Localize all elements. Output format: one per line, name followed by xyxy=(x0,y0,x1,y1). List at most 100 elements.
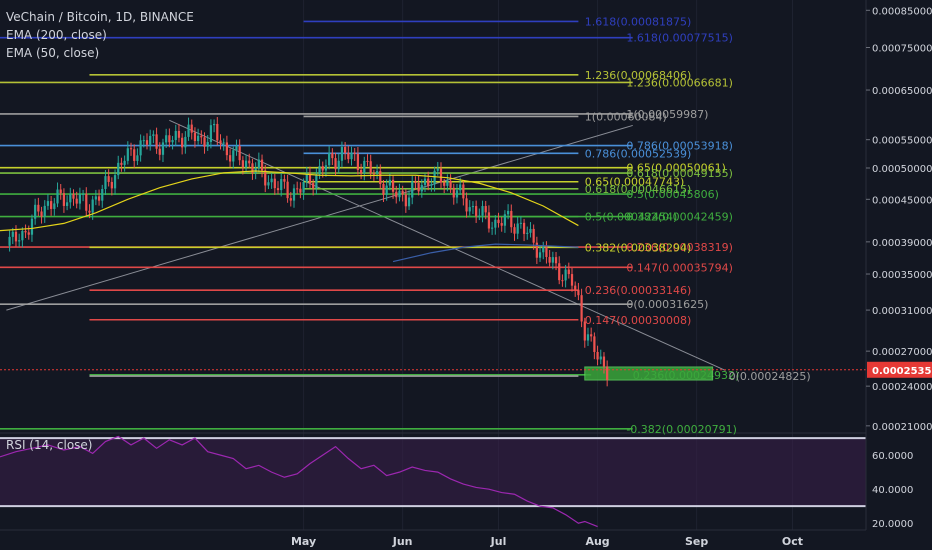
candle-body xyxy=(385,185,388,195)
candle-body xyxy=(197,135,200,142)
rsi-tick-label: 20.0000 xyxy=(872,519,913,530)
fib-label: 0.618(0.00049155) xyxy=(626,167,733,180)
candle-body xyxy=(379,171,382,184)
candle-body xyxy=(420,184,423,192)
rsi-line xyxy=(0,435,598,528)
candle-body xyxy=(225,142,229,156)
candle-body xyxy=(321,166,324,171)
candle-body xyxy=(24,230,27,233)
candle-body xyxy=(315,174,318,189)
candle-body xyxy=(129,148,133,150)
candle-body xyxy=(62,193,66,206)
candle-body xyxy=(548,256,551,263)
candle-body xyxy=(542,246,545,253)
candle-body xyxy=(446,180,449,186)
candle-body xyxy=(296,188,299,190)
candle-body xyxy=(359,169,363,174)
candle-body xyxy=(59,189,62,194)
fib-label: 1.236(0.00068406) xyxy=(585,69,692,82)
candle-body xyxy=(53,203,56,209)
candle-body xyxy=(500,223,503,226)
candle-body xyxy=(232,150,235,162)
candle-body xyxy=(459,184,462,191)
candle-body xyxy=(404,194,407,207)
fib-label: 0.147(0.00035794) xyxy=(626,261,733,274)
candle-body xyxy=(427,178,430,186)
candle-body xyxy=(200,135,203,138)
candle-body xyxy=(583,321,586,341)
candle-body xyxy=(519,222,522,224)
candle-body xyxy=(350,152,353,160)
candle-body xyxy=(363,160,366,174)
ema50-legend: EMA (50, close) xyxy=(6,46,100,60)
candle-body xyxy=(286,181,289,199)
candle-body xyxy=(91,199,94,213)
candle-body xyxy=(516,223,519,234)
candle-body xyxy=(206,142,209,147)
price-tick-label: 0.00065000 xyxy=(872,86,932,97)
candle-body xyxy=(126,148,129,161)
candle-body xyxy=(334,158,337,170)
candle-body xyxy=(75,198,78,204)
candle-body xyxy=(347,152,350,160)
candle-body xyxy=(366,160,369,162)
fib-levels: 1.618(0.00081875) 1.618(0.00077515) 1.236(… xyxy=(0,15,811,436)
candle-body xyxy=(251,163,254,173)
candle-body xyxy=(401,190,404,195)
candle-body xyxy=(136,155,139,161)
candle-body xyxy=(513,227,516,234)
candle-body xyxy=(235,146,238,151)
price-tick-label: 0.00050000 xyxy=(872,164,932,175)
fib-label: 0.786(0.00053918) xyxy=(626,140,733,153)
candle-body xyxy=(308,173,312,184)
price-tick-label: 0.00031000 xyxy=(872,306,932,317)
candle-body xyxy=(264,170,267,186)
candles xyxy=(8,117,609,387)
rsi-band xyxy=(0,438,866,507)
fib-label: 0.786(0.00052539) xyxy=(585,147,692,160)
candle-body xyxy=(414,181,417,184)
candle-body xyxy=(203,137,206,147)
candle-body xyxy=(97,196,101,201)
candle-body xyxy=(490,227,494,229)
candle-body xyxy=(570,274,574,286)
candle-body xyxy=(209,125,213,143)
candle-body xyxy=(471,206,475,208)
candle-body xyxy=(554,257,558,264)
candle-body xyxy=(586,334,590,341)
rsi-tick-label: 60.0000 xyxy=(872,451,913,462)
candle-body xyxy=(545,246,548,257)
candle-body xyxy=(133,149,136,161)
candle-body xyxy=(46,201,50,206)
candle-body xyxy=(299,188,302,193)
candle-body xyxy=(248,160,251,164)
candle-body xyxy=(21,230,24,241)
fib-label: -0.382(0.00020791) xyxy=(626,423,737,436)
candle-body xyxy=(305,173,308,182)
candle-body xyxy=(478,215,481,217)
candle-body xyxy=(270,178,273,183)
rsi-legend: RSI (14, close) xyxy=(6,438,93,452)
candle-body xyxy=(142,140,145,142)
time-axis-bg xyxy=(0,530,932,550)
candle-body xyxy=(574,285,577,290)
candle-body xyxy=(110,181,113,189)
candle-body xyxy=(606,366,609,381)
candle-body xyxy=(503,214,507,226)
candle-body xyxy=(494,219,497,228)
time-tick-label: May xyxy=(291,535,316,548)
candle-body xyxy=(382,183,385,195)
candle-body xyxy=(526,232,529,234)
candle-body xyxy=(596,351,599,360)
candle-body xyxy=(11,231,14,237)
fib-label: 0.5(0.00042454) xyxy=(585,211,678,224)
candle-body xyxy=(40,211,43,217)
candle-body xyxy=(375,171,379,174)
fib-label: 1.236(0.00066681) xyxy=(626,76,733,89)
candle-body xyxy=(187,124,190,137)
candle-body xyxy=(94,196,97,200)
candle-body xyxy=(353,152,356,154)
fib-label: 1.618(0.00077515) xyxy=(626,32,733,45)
candle-body xyxy=(113,175,117,189)
